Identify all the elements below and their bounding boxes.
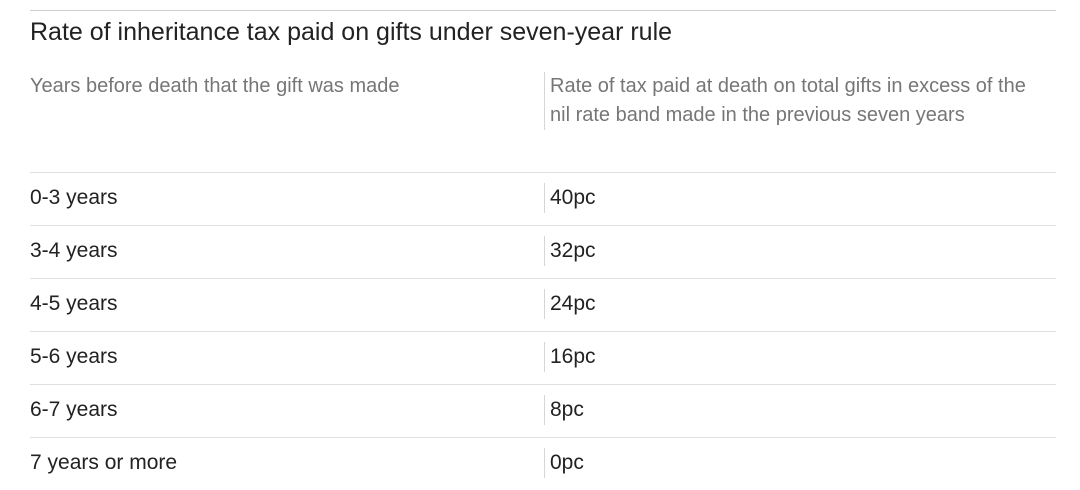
years-cell: 6-7 years bbox=[30, 398, 118, 421]
rate-cell: 16pc bbox=[544, 342, 1050, 372]
table-row: 5-6 years 16pc bbox=[30, 332, 1056, 385]
years-cell: 0-3 years bbox=[30, 186, 118, 209]
column-header-years: Years before death that the gift was mad… bbox=[30, 75, 400, 97]
table-row: 0-3 years 40pc bbox=[30, 173, 1056, 226]
rate-cell: 32pc bbox=[544, 236, 1050, 266]
table-row: 6-7 years 8pc bbox=[30, 385, 1056, 438]
table-row: 7 years or more 0pc bbox=[30, 438, 1056, 490]
column-header-rate: Rate of tax paid at death on total gifts… bbox=[544, 72, 1050, 130]
years-cell: 7 years or more bbox=[30, 451, 178, 474]
table-row: 4-5 years 24pc bbox=[30, 279, 1056, 332]
gift-tax-table: Years before death that the gift was mad… bbox=[30, 64, 1056, 490]
rate-cell: 8pc bbox=[544, 395, 1050, 425]
years-cell: 3-4 years bbox=[30, 239, 118, 262]
years-cell: 5-6 years bbox=[30, 345, 118, 368]
rate-cell: 40pc bbox=[544, 183, 1050, 213]
top-divider bbox=[30, 10, 1056, 11]
rate-cell: 0pc bbox=[544, 448, 1050, 478]
table-row: 3-4 years 32pc bbox=[30, 226, 1056, 279]
rate-cell: 24pc bbox=[544, 289, 1050, 319]
years-cell: 4-5 years bbox=[30, 292, 118, 315]
table-title: Rate of inheritance tax paid on gifts un… bbox=[30, 18, 673, 46]
table-header-row: Years before death that the gift was mad… bbox=[30, 64, 1056, 173]
